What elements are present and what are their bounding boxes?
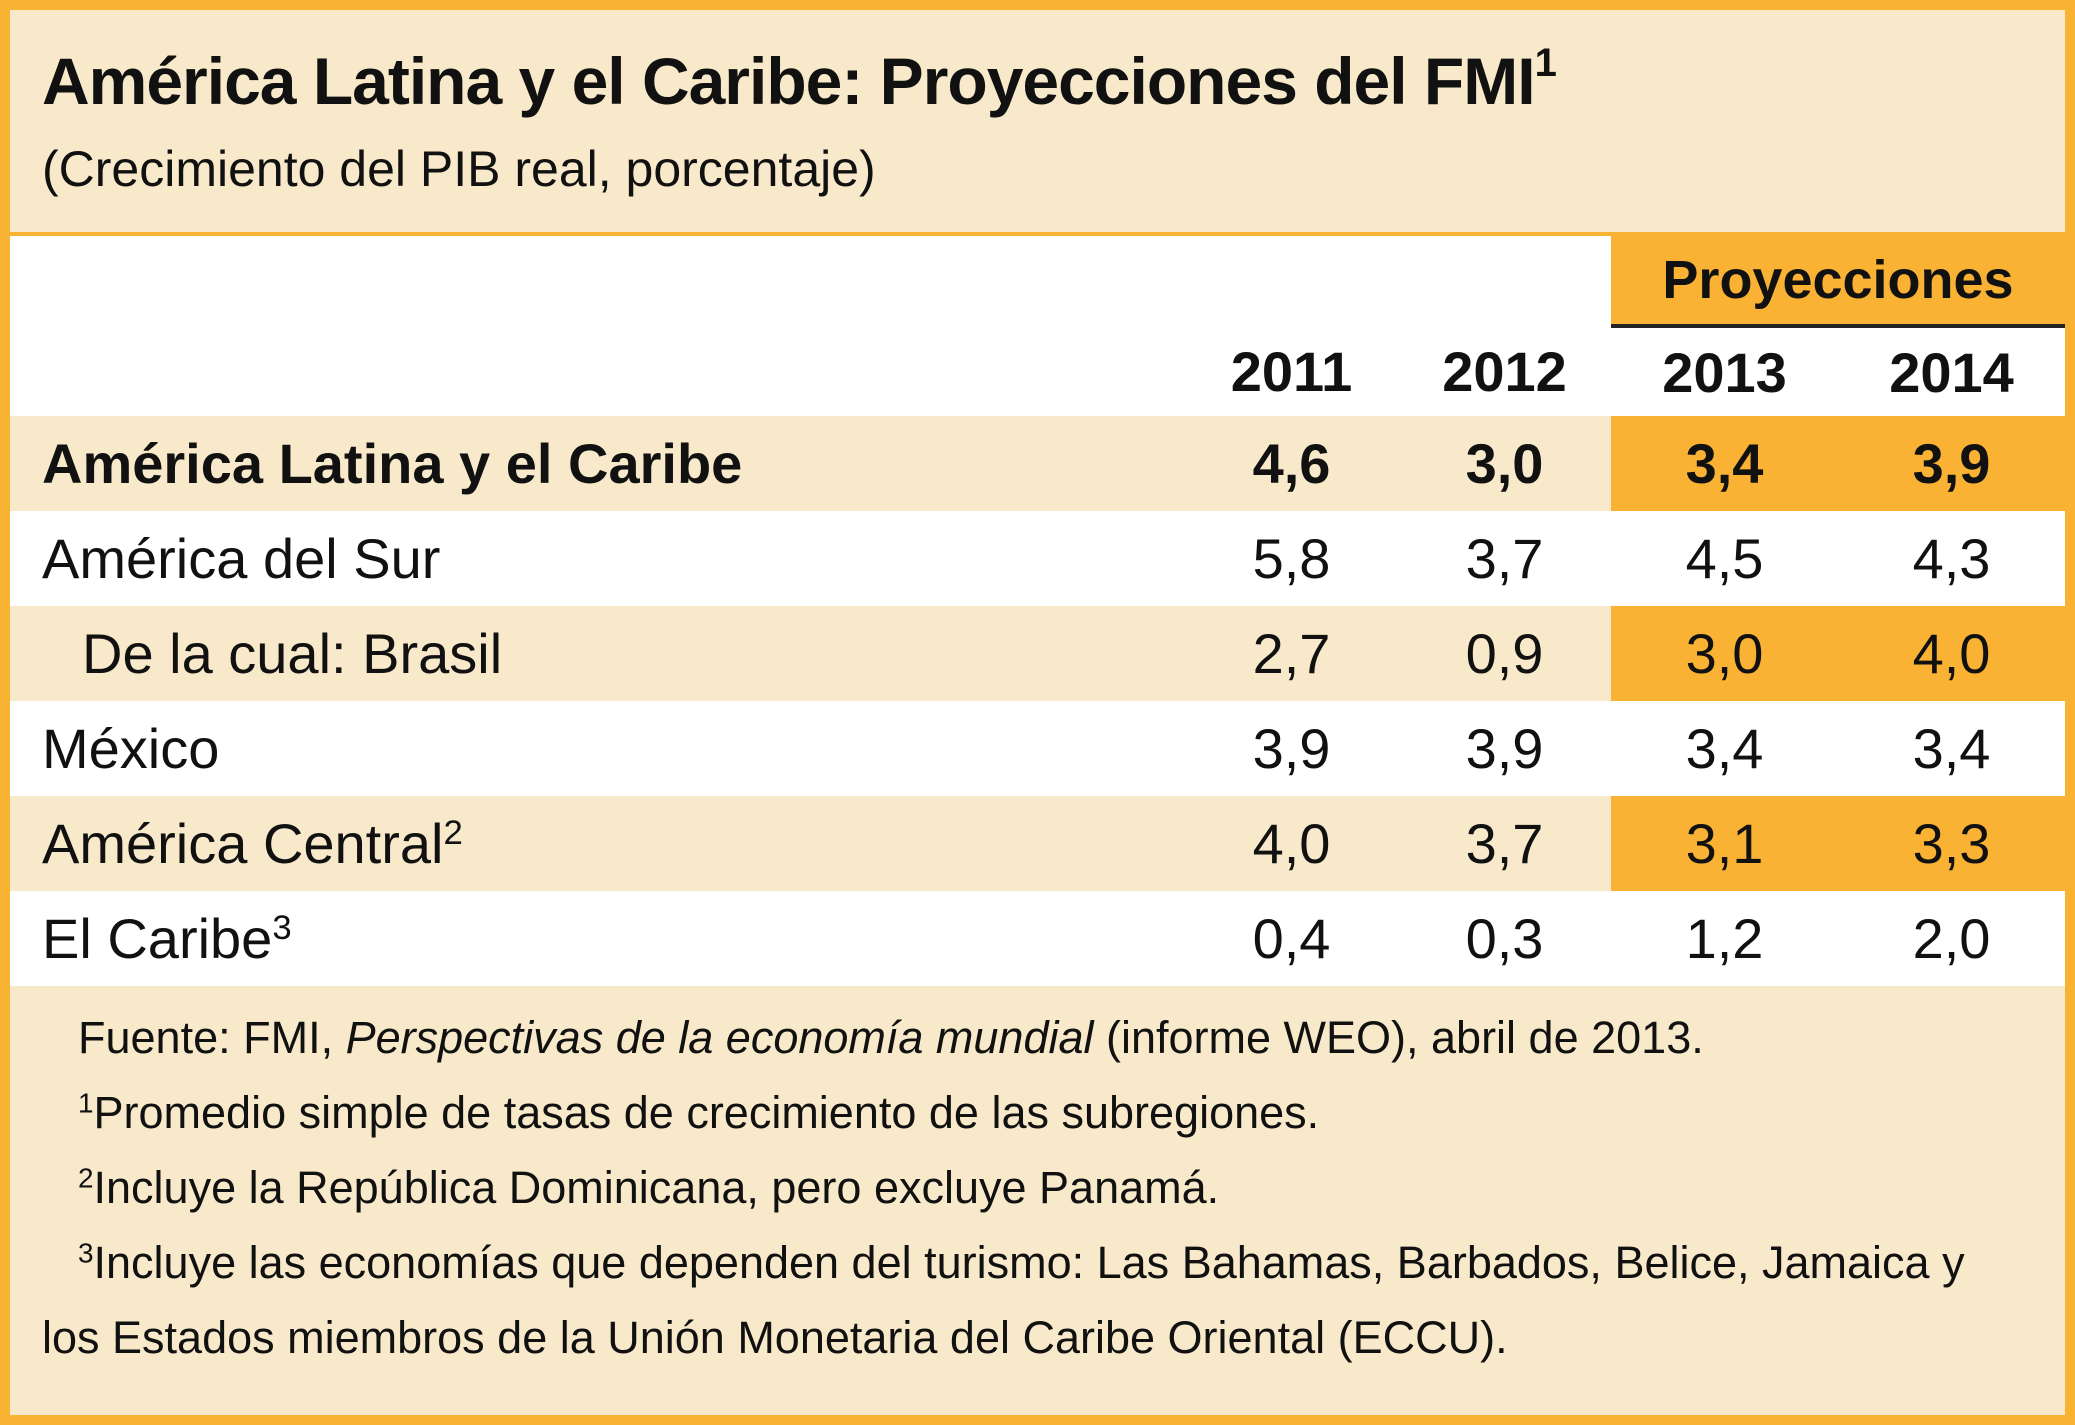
row-label: América Central	[42, 812, 444, 875]
empty-cell	[1185, 236, 1398, 326]
empty-cell	[10, 326, 1185, 416]
value-cell: 3,0	[1398, 416, 1611, 511]
value-cell: 4,5	[1685, 527, 1764, 590]
value-cell: 4,3	[1912, 527, 1991, 590]
title-note: 1	[1534, 41, 1557, 85]
footnote-mark: 3	[78, 1237, 94, 1269]
group-header: Proyecciones	[1611, 236, 2065, 328]
value-cell: 1,2	[1685, 907, 1764, 970]
footnote: 3Incluye las economías que dependen del …	[42, 1225, 2025, 1375]
value-cell: 4,0	[1185, 796, 1398, 891]
value-cell: 4,0	[1838, 606, 2065, 701]
value-cell: 3,4	[1912, 717, 1991, 780]
value-cell: 0,9	[1398, 606, 1611, 701]
value-cell: 3,0	[1611, 606, 1838, 701]
row-label: De la cual: Brasil	[82, 622, 503, 685]
column-header: 2012	[1442, 339, 1567, 403]
row-label: El Caribe	[42, 907, 273, 970]
value-cell: 3,7	[1398, 796, 1611, 891]
table-row: De la cual: Brasil 2,7 0,9 3,0 4,0	[10, 606, 2065, 701]
source-title: Perspectivas de la economía mundial	[345, 1012, 1094, 1063]
empty-cell	[10, 236, 1185, 326]
row-label: América Latina y el Caribe	[42, 432, 743, 495]
footnote: 2Incluye la República Dominicana, pero e…	[42, 1150, 2025, 1225]
table-row: México 3,9 3,9 3,4 3,4	[10, 701, 2065, 796]
row-label-cell: América Central2	[10, 796, 1185, 891]
value-cell: 3,7	[1465, 527, 1544, 590]
value-cell: 3,4	[1611, 416, 1838, 511]
table-row: América Central2 4,0 3,7 3,1 3,3	[10, 796, 2065, 891]
subtitle: (Crecimiento del PIB real, porcentaje)	[42, 141, 876, 197]
data-table: Proyecciones 2011 2012 2013 2014 América La…	[10, 236, 2065, 986]
row-label-cell: América del Sur	[10, 511, 1185, 606]
empty-cell	[1398, 236, 1611, 326]
table-row: El Caribe3 0,4 0,3 1,2 2,0	[10, 891, 2065, 986]
value-cell: 3,9	[1465, 717, 1544, 780]
footnote-text: Incluye la República Dominicana, pero ex…	[93, 1162, 1220, 1213]
row-note: 2	[443, 813, 463, 852]
value-cell: 4,6	[1185, 416, 1398, 511]
footnote-mark: 1	[78, 1087, 94, 1119]
row-label: México	[42, 717, 220, 780]
value-cell: 5,8	[1252, 527, 1331, 590]
table-body: Proyecciones 2011 2012 2013 2014 América La…	[10, 236, 2065, 986]
title-text: América Latina y el Caribe: Proyecciones…	[42, 44, 1536, 118]
value-cell: 0,4	[1252, 907, 1331, 970]
row-note: 3	[272, 908, 292, 947]
row-label-cell: De la cual: Brasil	[10, 606, 1185, 701]
source-suffix: (informe WEO), abril de 2013.	[1093, 1012, 1704, 1063]
footnotes: Fuente: FMI, Perspectivas de la economía…	[10, 986, 2065, 1375]
header: América Latina y el Caribe: Proyecciones…	[10, 10, 2065, 236]
row-label-cell: El Caribe3	[10, 891, 1185, 986]
footnote-text: Promedio simple de tasas de crecimiento …	[93, 1087, 1320, 1138]
value-cell: 0,3	[1465, 907, 1544, 970]
value-cell: 2,0	[1912, 907, 1991, 970]
group-header-row: Proyecciones	[10, 236, 2065, 328]
value-cell: 2,7	[1185, 606, 1398, 701]
footnote-mark: 2	[78, 1162, 94, 1194]
column-header: 2014	[1889, 340, 2014, 404]
table-row: América Latina y el Caribe 4,6 3,0 3,4 3,9	[10, 416, 2065, 511]
column-header: 2011	[1230, 339, 1353, 403]
value-cell: 3,3	[1838, 796, 2065, 891]
footnote: 1Promedio simple de tasas de crecimiento…	[42, 1075, 2025, 1150]
row-label: América del Sur	[42, 527, 441, 590]
value-cell: 3,9	[1838, 416, 2065, 511]
table-row: América del Sur 5,8 3,7 4,5 4,3	[10, 511, 2065, 606]
source-prefix: Fuente: FMI,	[78, 1012, 346, 1063]
column-header-row: 2011 2012 2013 2014	[10, 326, 2065, 416]
column-header: 2013	[1662, 340, 1787, 404]
row-label-cell: México	[10, 701, 1185, 796]
row-label-cell: América Latina y el Caribe	[10, 416, 1185, 511]
value-cell: 3,4	[1685, 717, 1764, 780]
source: Fuente: FMI, Perspectivas de la economía…	[42, 1000, 2025, 1075]
title: América Latina y el Caribe: Proyecciones…	[42, 36, 2065, 126]
footnote-text: Incluye las economías que dependen del t…	[42, 1237, 1965, 1363]
value-cell: 3,1	[1611, 796, 1838, 891]
value-cell: 3,9	[1252, 717, 1331, 780]
